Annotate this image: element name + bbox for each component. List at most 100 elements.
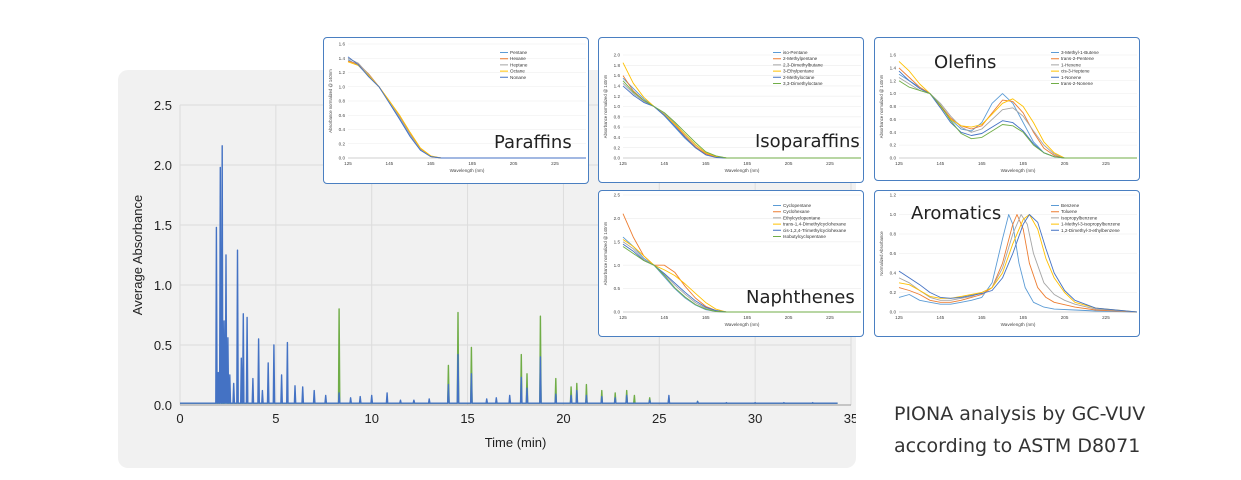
x-axis-label: Time (min) <box>485 435 547 450</box>
y-tick-label: 0.8 <box>339 99 346 104</box>
legend-entry: Nonane <box>510 75 527 80</box>
legend-entry: Ethylcyclopentane <box>783 215 821 220</box>
y-axis-label: Absorbance normalized @ 140nm <box>603 221 608 285</box>
legend-entry: cis-1,2,4-Trimethylcyclohexane <box>783 228 847 233</box>
x-tick-label: 205 <box>1061 315 1069 320</box>
y-tick-label: 0.2 <box>890 290 897 295</box>
series-line-4 <box>898 214 1138 313</box>
y-axis-label: Absorbance normalized @ 140nm <box>603 74 608 138</box>
y-tick-label: 1.6 <box>339 42 346 47</box>
y-tick-label: 2.0 <box>614 216 621 221</box>
y-tick-label: 1.0 <box>614 104 621 109</box>
y-tick-label: 2.0 <box>614 53 621 58</box>
y-tick-label: 0.5 <box>614 286 621 291</box>
x-tick-label: 15 <box>460 411 474 426</box>
y-tick-label: 1.2 <box>614 94 621 99</box>
x-tick-label: 25 <box>652 411 666 426</box>
paraffins-panel: 0.0 0.2 0.4 0.6 0.8 1.0 1.2 1.4 1.6 125 145 165 185 2… <box>323 37 589 184</box>
y-tick-label: 1.0 <box>890 91 897 96</box>
caption-line-2: according to ASTM D8071 <box>894 435 1141 457</box>
y-tick-label: 2.5 <box>154 98 172 113</box>
legend-entry: Hexane <box>510 56 526 61</box>
x-tick-label: 20 <box>556 411 570 426</box>
series-line-4 <box>622 62 861 159</box>
olefins-chart: 0.0 0.2 0.4 0.6 0.8 1.0 1.2 1.4 1.6 125 145 165 185 2… <box>879 50 1137 173</box>
x-tick-label: 225 <box>1102 161 1110 166</box>
x-tick-label: 205 <box>1061 161 1069 166</box>
y-tick-label: 1.4 <box>614 84 621 89</box>
x-tick-label: 125 <box>895 315 903 320</box>
x-tick-label: 185 <box>1019 315 1027 320</box>
panel-label: Aromatics <box>911 203 1001 224</box>
legend-entry: 1,2-Dimethyl-3-ethylbenzene <box>1061 228 1120 233</box>
x-tick-label: 145 <box>937 315 945 320</box>
caption: PIONA analysis by GC-VUV according to AS… <box>894 398 1145 462</box>
x-tick-label: 185 <box>743 315 751 320</box>
y-tick-label: 1.6 <box>614 73 621 78</box>
x-tick-label: 225 <box>826 161 834 166</box>
caption-line-1: PIONA analysis by GC-VUV <box>894 403 1146 425</box>
x-tick-label: 185 <box>743 161 751 166</box>
x-tick-label: 165 <box>702 161 710 166</box>
x-tick-label: 225 <box>826 315 834 320</box>
x-tick-label: 165 <box>702 315 710 320</box>
y-tick-label: 0.0 <box>154 398 172 413</box>
x-tick-label: 185 <box>468 161 476 166</box>
y-tick-label: 1.8 <box>614 63 621 68</box>
series-line-blue <box>180 145 838 404</box>
legend-entry: Octane <box>510 69 525 74</box>
y-tick-label: 0.4 <box>890 271 897 276</box>
olefins-panel: 0.0 0.2 0.4 0.6 0.8 1.0 1.2 1.4 1.6 125 145 165 185 2… <box>874 37 1140 181</box>
series-line-4 <box>898 61 1137 159</box>
y-tick-label: 2.0 <box>154 158 172 173</box>
x-tick-label: 145 <box>386 161 394 166</box>
y-tick-label: 0.8 <box>614 114 621 119</box>
y-tick-label: 1.2 <box>890 193 897 198</box>
legend-entry: 1-Hexene <box>1061 62 1081 67</box>
panel-label: Isoparaffins <box>755 131 860 152</box>
legend-entry: trans-2-Pentene <box>1061 56 1094 61</box>
y-tick-label: 1.0 <box>890 212 897 217</box>
x-tick-label: 125 <box>895 161 903 166</box>
series-line-5 <box>622 85 861 159</box>
y-tick-label: 0.2 <box>614 145 621 150</box>
y-tick-label: 1.2 <box>890 78 897 83</box>
x-tick-label: 205 <box>785 315 793 320</box>
legend-entry: Isopropylbenzene <box>1061 215 1098 220</box>
legend-entry: Cyclohexane <box>783 209 810 214</box>
panel-label: Naphthenes <box>746 287 855 308</box>
aromatics-chart: 0.0 0.2 0.4 0.6 0.8 1.0 1.2 125 145 165 185 205 225 W… <box>879 193 1138 327</box>
y-axis-label: Absorbance normalized @ 140nm <box>328 69 333 133</box>
legend-entry: 2,3-Dimethylbutane <box>783 62 823 67</box>
legend-entry: iso-Pentane <box>783 50 808 55</box>
legend-entry: trans-1,4-Dimethylcyclohexane <box>783 222 847 227</box>
series-line-5 <box>898 214 1138 313</box>
legend-entry: 2-Methylpentane <box>783 56 818 61</box>
y-axis-label: Absorbance normalized @ 140nm <box>879 74 884 138</box>
x-tick-label: 165 <box>978 161 986 166</box>
x-tick-label: 125 <box>619 315 627 320</box>
legend-entry: 2-Methyloctane <box>783 75 815 80</box>
y-tick-label: 1.4 <box>890 65 897 70</box>
legend-entry: 1-Methyl-3-isopropylbenzene <box>1061 222 1121 227</box>
x-axis-label: Wavelength (nm) <box>1001 168 1036 173</box>
legend-entry: 3-Ethylpentane <box>783 69 814 74</box>
legend-entry: Pentane <box>510 50 528 55</box>
paraffins-chart: 0.0 0.2 0.4 0.6 0.8 1.0 1.2 1.4 1.6 125 145 165 185 2… <box>328 42 586 173</box>
naphthenes-chart: 0.0 0.5 1.0 1.5 2.0 2.5 125 145 165 185 205 225 Wave… <box>603 193 861 327</box>
series-line-3 <box>898 77 1137 159</box>
legend-entry: Cyclopentane <box>783 203 812 208</box>
y-tick-label: 0.0 <box>614 310 621 315</box>
isoparaffins-panel: 0.0 0.2 0.4 0.6 0.8 1.0 1.2 1.4 1.6 1.8 2.0 125 145 1… <box>598 37 864 183</box>
legend-entry: 3-Methyl-1-Butene <box>1061 50 1099 55</box>
x-tick-label: 225 <box>1102 315 1110 320</box>
y-tick-label: 0.5 <box>154 338 172 353</box>
series-line-4 <box>347 61 586 159</box>
x-tick-label: 225 <box>551 161 559 166</box>
x-axis-label: Wavelength (nm) <box>1001 322 1036 327</box>
x-tick-label: 145 <box>937 161 945 166</box>
x-tick-label: 0 <box>176 411 183 426</box>
legend-entry: Benzene <box>1061 203 1080 208</box>
legend-entry: cis-3-Heptene <box>1061 69 1090 74</box>
series-line-2 <box>898 214 1138 313</box>
